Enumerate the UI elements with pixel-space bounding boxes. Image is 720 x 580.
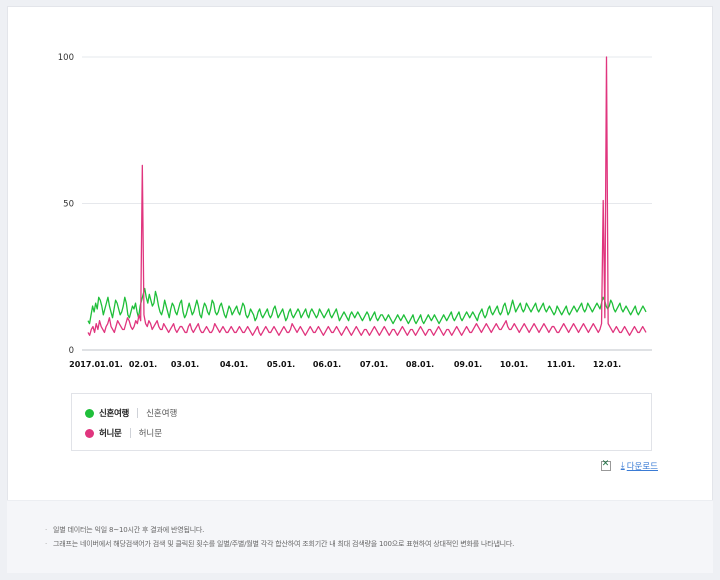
legend-item-series-1[interactable]: 신혼여행 신혼여행 — [85, 407, 177, 419]
download-button[interactable]: ⤓ 다운로드 — [621, 460, 658, 472]
x-tick-label: 05.01. — [267, 360, 295, 369]
x-tick-label: 09.01. — [454, 360, 482, 369]
x-tick-label: 12.01. — [593, 360, 621, 369]
chart-tools: ⤓ 다운로드 — [600, 459, 658, 472]
footer-note-text: 일별 데이터는 익일 8~10시간 후 결과에 반영됩니다. — [53, 526, 205, 534]
legend: 신혼여행 신혼여행 허니문 허니문 — [71, 393, 652, 451]
legend-series-name: 신혼여행 — [99, 409, 130, 419]
trend-line-chart: 0 50 100 2017.01.01. 02.01. 03.01. 04.01. 05.01… — [58, 53, 652, 369]
x-tick-label: 04.01. — [220, 360, 248, 369]
footer-note: · 일별 데이터는 익일 8~10시간 후 결과에 반영됩니다. — [45, 526, 205, 534]
x-tick-label: 02.01. — [129, 360, 157, 369]
footer-notes: · 일별 데이터는 익일 8~10시간 후 결과에 반영됩니다. · 그래프는 네이… — [7, 500, 713, 573]
legend-dot-icon — [85, 408, 94, 418]
y-tick-label: 100 — [58, 53, 74, 63]
excel-export-icon[interactable] — [600, 459, 611, 471]
x-tick-label: 07.01. — [360, 360, 388, 369]
footer-note: · 그래프는 네이버에서 해당검색어가 검색 및 클릭된 횟수를 일별/주별/월별… — [45, 540, 515, 548]
chart-panel — [7, 6, 713, 573]
legend-divider — [137, 408, 139, 418]
legend-dot-icon — [85, 428, 94, 438]
legend-divider — [129, 428, 131, 438]
series-line-1 — [87, 287, 647, 325]
y-tick-label: 0 — [69, 346, 74, 356]
download-label: 다운로드 — [626, 462, 658, 472]
x-tick-label: 03.01. — [171, 360, 199, 369]
x-tick-label: 2017.01.01. — [69, 360, 123, 369]
x-tick-label: 08.01. — [406, 360, 434, 369]
x-tick-label: 10.01. — [500, 360, 528, 369]
x-tick-label: 06.01. — [313, 360, 341, 369]
x-tick-label: 11.01. — [547, 360, 575, 369]
legend-item-series-2[interactable]: 허니문 허니문 — [85, 427, 162, 439]
footer-note-text: 그래프는 네이버에서 해당검색어가 검색 및 클릭된 횟수를 일별/주별/월별 … — [53, 540, 515, 548]
series-line-2 — [87, 56, 647, 337]
legend-series-name: 허니문 — [99, 429, 122, 439]
legend-keyword: 허니문 — [138, 429, 163, 439]
y-tick-label: 50 — [63, 200, 74, 210]
download-icon: ⤓ — [620, 461, 625, 471]
legend-keyword: 신혼여행 — [146, 409, 178, 419]
